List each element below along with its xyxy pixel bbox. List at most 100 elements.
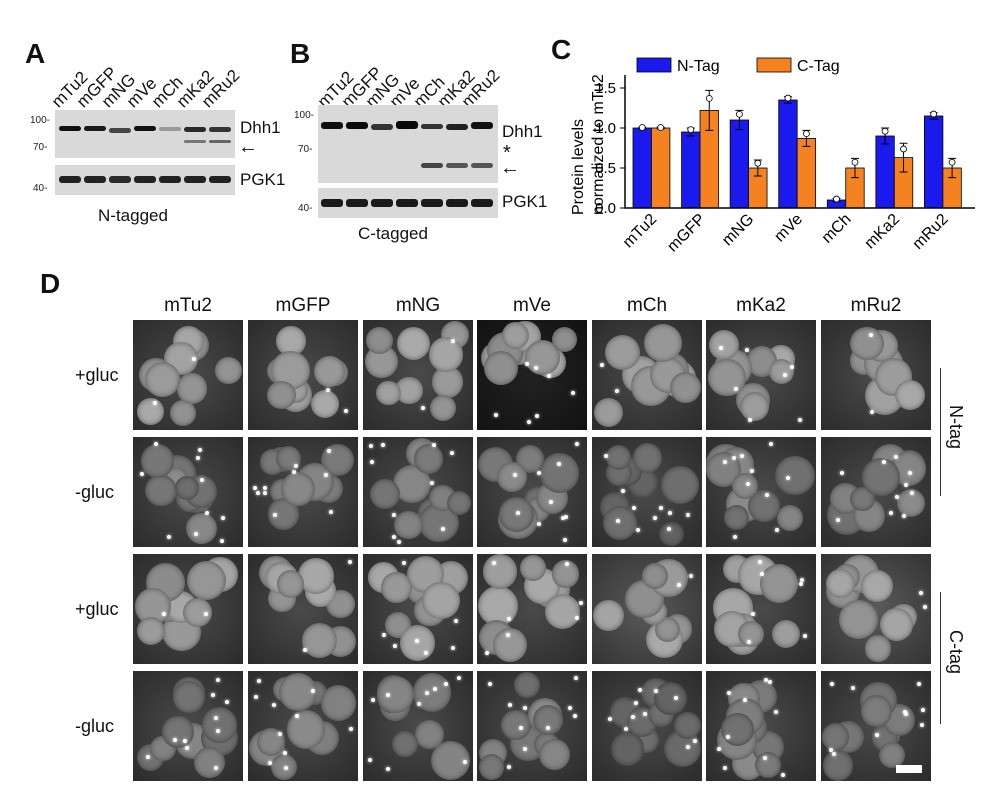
- granule-dot: [444, 682, 449, 687]
- granule-dot: [608, 717, 613, 722]
- granule-dot: [725, 735, 730, 740]
- granule-dot: [909, 491, 914, 496]
- granule-dot: [677, 582, 682, 587]
- granule-dot: [221, 515, 226, 520]
- granule-dot: [869, 333, 874, 338]
- yeast-cell: [478, 586, 518, 627]
- granule-dot: [659, 506, 664, 511]
- granule-dot: [764, 678, 769, 683]
- bar: [924, 115, 944, 209]
- granule-dot: [450, 451, 455, 456]
- granule-dot: [668, 511, 673, 516]
- yeast-cell: [376, 380, 401, 405]
- yeast-cell: [270, 753, 297, 780]
- microscopy-image: [592, 671, 702, 781]
- granule-dot: [525, 361, 530, 366]
- yeast-cell: [643, 323, 682, 362]
- chart-axes: [624, 75, 975, 209]
- yeast-cell: [501, 710, 531, 740]
- c-tag-bracket: [940, 592, 941, 724]
- granule-dot: [533, 366, 538, 371]
- granule-dot: [573, 713, 578, 718]
- y-tick-label: 1.0: [595, 120, 616, 137]
- granule-dot: [716, 746, 721, 751]
- granule-dot: [402, 560, 407, 565]
- arrow-left-icon: ←: [238, 136, 258, 158]
- granule-dot: [685, 744, 690, 749]
- y-tick-label: 0.5: [595, 160, 616, 177]
- granule-dot: [789, 365, 794, 370]
- microscopy-image: [706, 671, 816, 781]
- granule-dot: [546, 725, 551, 730]
- granule-dot: [153, 400, 158, 405]
- granule-dot: [685, 512, 690, 517]
- granule-dot: [454, 618, 459, 623]
- protein-label-dhh1: Dhh1: [502, 122, 543, 141]
- granule-dot: [874, 732, 879, 737]
- microscopy-image: [133, 437, 243, 547]
- granule-dot: [268, 760, 272, 765]
- microscopy-image: [821, 437, 931, 547]
- granule-dot: [393, 643, 398, 648]
- data-point: [948, 158, 956, 166]
- yeast-cell: [267, 380, 296, 409]
- yeast-cell: [539, 739, 571, 770]
- protein-label-pgk1: PGK1: [502, 192, 548, 211]
- yeast-cell: [674, 711, 701, 739]
- granule-dot: [488, 681, 493, 686]
- granule-dot: [774, 709, 779, 714]
- granule-dot: [518, 726, 523, 731]
- yeast-cell: [137, 398, 164, 425]
- microscopy-image: [248, 437, 358, 547]
- yeast-cell: [879, 741, 906, 768]
- legend-label: C-Tag: [797, 58, 840, 75]
- microscopy-image: [821, 671, 931, 781]
- yeast-cell: [144, 362, 180, 397]
- column-header: mVe: [512, 295, 552, 316]
- yeast-cell: [661, 466, 699, 504]
- granule-dot: [420, 406, 425, 411]
- granule-dot: [549, 500, 554, 505]
- protein-label-dhh1: Dhh1: [240, 118, 281, 137]
- granule-dot: [888, 511, 893, 516]
- yeast-cell: [720, 712, 755, 747]
- granule-dot: [414, 639, 419, 644]
- granule-dot: [881, 459, 886, 464]
- granule-dot: [523, 706, 528, 711]
- mw-marker: 70-: [298, 144, 313, 155]
- granule-dot: [785, 476, 790, 481]
- yeast-cell: [519, 554, 547, 582]
- yeast-cell: [755, 751, 782, 778]
- western-blot-pgk1-c: [318, 188, 498, 218]
- granule-dot: [303, 647, 308, 652]
- granule-dot: [745, 481, 750, 486]
- granule-dot: [172, 738, 177, 743]
- yeast-cell: [492, 627, 528, 663]
- granule-dot: [146, 754, 151, 759]
- granule-dot: [424, 650, 429, 655]
- granule-dot: [139, 472, 144, 477]
- microscopy-image: [477, 320, 587, 430]
- granule-dot: [283, 751, 288, 756]
- granule-dot: [349, 726, 354, 731]
- yeast-cell: [502, 322, 530, 350]
- yeast-cell: [174, 476, 199, 501]
- granule-dot: [368, 757, 373, 762]
- yeast-cell: [769, 358, 795, 384]
- yeast-cell: [310, 390, 339, 419]
- granule-dot: [579, 600, 584, 605]
- microscopy-image: [477, 554, 587, 664]
- granule-dot: [506, 632, 511, 637]
- granule-dot: [371, 697, 376, 702]
- protein-label-pgk1: PGK1: [240, 170, 286, 189]
- granule-dot: [643, 711, 648, 716]
- yeast-cell: [633, 443, 663, 473]
- x-tick-label: mVe: [771, 211, 806, 246]
- microscopy-image: [133, 554, 243, 664]
- granule-dot: [432, 442, 437, 447]
- yeast-cell: [551, 327, 577, 353]
- yeast-cell: [777, 504, 803, 531]
- yeast-cell: [514, 672, 541, 698]
- row-header: -gluc: [75, 482, 115, 502]
- granule-dot: [746, 640, 751, 645]
